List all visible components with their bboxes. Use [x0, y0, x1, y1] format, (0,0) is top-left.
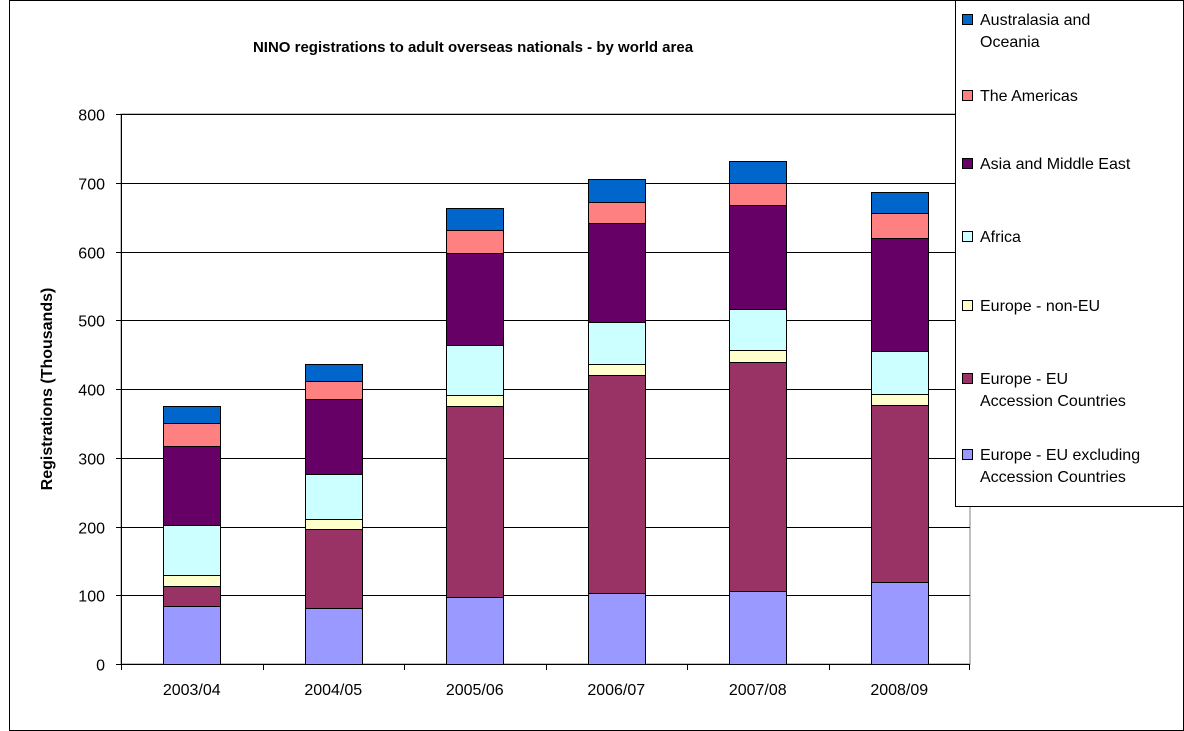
- bar-segment: [163, 525, 221, 576]
- bar-segment: [588, 364, 646, 376]
- legend-label: The Americas: [980, 88, 1078, 105]
- bar-segment: [305, 399, 363, 475]
- bar-segment: [588, 375, 646, 594]
- bar-segment: [588, 202, 646, 224]
- x-tick-label: 2007/08: [729, 682, 787, 699]
- bar-segment: [446, 345, 504, 396]
- legend-swatch: [962, 90, 973, 101]
- gridlines: [121, 114, 970, 596]
- x-tick-label: 2004/05: [304, 682, 362, 699]
- bar-segment: [446, 395, 504, 407]
- y-tick-label: 0: [96, 658, 105, 675]
- y-tick-label: 100: [78, 589, 105, 606]
- bar-segment: [446, 406, 504, 598]
- x-tick-label: 2006/07: [587, 682, 645, 699]
- y-tick-label: 300: [78, 452, 105, 469]
- bar-segment: [305, 608, 363, 665]
- legend-label: Oceania: [980, 34, 1040, 51]
- y-tick-label: 500: [78, 314, 105, 331]
- bar-segment: [871, 192, 929, 214]
- legend-label: Asia and Middle East: [980, 156, 1131, 173]
- legend-item: The Americas: [962, 88, 1078, 105]
- legend-label: Accession Countries: [980, 469, 1126, 486]
- chart-title: NINO registrations to adult overseas nat…: [253, 39, 694, 56]
- bar-segment: [305, 519, 363, 530]
- bar-segment: [305, 529, 363, 609]
- y-tick-label: 200: [78, 521, 105, 538]
- legend-label: Europe - non-EU: [980, 298, 1100, 315]
- bar-segment: [446, 253, 504, 346]
- bar-segment: [446, 208, 504, 231]
- bar-segment: [588, 322, 646, 365]
- legend-label: Australasia and: [980, 12, 1090, 29]
- legend-swatch: [962, 300, 973, 311]
- x-tick-label: 2008/09: [870, 682, 928, 699]
- legend-swatch: [962, 373, 973, 384]
- legend-item: Europe - EU Accession Countries: [962, 371, 1126, 410]
- y-axis-title: Registrations (Thousands): [39, 288, 56, 491]
- legend-label: Europe - EU excluding: [980, 447, 1140, 464]
- bar-segment: [871, 213, 929, 239]
- legend-item: Australasia and Oceania: [962, 12, 1090, 51]
- bar-segment: [729, 161, 787, 184]
- legend-item: Europe - EU excluding Accession Countries: [962, 447, 1140, 486]
- legend-items: Australasia and Oceania The Americas Asia a…: [962, 12, 1140, 486]
- x-tick-label: 2003/04: [163, 682, 221, 699]
- legend-item: Asia and Middle East: [962, 156, 1131, 173]
- legend-label: Africa: [980, 229, 1021, 246]
- legend-label: Accession Countries: [980, 393, 1126, 410]
- bar-segment: [163, 446, 221, 526]
- bars: [163, 161, 929, 665]
- bar-segment: [163, 586, 221, 607]
- legend-item: Europe - non-EU: [962, 298, 1100, 315]
- legend-swatch: [962, 231, 973, 242]
- bar-segment: [446, 597, 504, 665]
- bar-segment: [729, 591, 787, 665]
- bar-segment: [871, 238, 929, 352]
- legend-swatch: [962, 449, 973, 460]
- bar-segment: [163, 606, 221, 665]
- y-tick-label: 700: [78, 177, 105, 194]
- legend-item: Africa: [962, 229, 1021, 246]
- bar-segment: [588, 593, 646, 665]
- bar-segment: [729, 362, 787, 592]
- bar-segment: [729, 350, 787, 363]
- bar-segment: [588, 179, 646, 203]
- bar-segment: [305, 381, 363, 400]
- bar-segment: [163, 575, 221, 587]
- bar-segment: [729, 205, 787, 310]
- bar-segment: [871, 582, 929, 665]
- legend-swatch: [962, 14, 973, 25]
- bar-segment: [729, 309, 787, 351]
- bar-segment: [871, 394, 929, 406]
- bar-segment: [163, 406, 221, 424]
- bar-segment: [305, 364, 363, 382]
- legend: [955, 0, 1184, 507]
- bar-segment: [446, 230, 504, 254]
- bar-segment: [729, 183, 787, 206]
- bar-segment: [871, 351, 929, 395]
- bar-segment: [871, 405, 929, 583]
- bar-segment: [305, 474, 363, 520]
- y-tick-label: 600: [78, 246, 105, 263]
- legend-label: Europe - EU: [980, 371, 1068, 388]
- y-tick-label: 800: [78, 108, 105, 125]
- bar-segment: [588, 223, 646, 323]
- x-tick-label: 2005/06: [446, 682, 504, 699]
- axes: 0 100 200 300 400 500 600 700 800 2003/04 2004/05 2…: [78, 108, 970, 699]
- bar-segment: [163, 423, 221, 447]
- y-tick-label: 400: [78, 383, 105, 400]
- legend-swatch: [962, 158, 973, 169]
